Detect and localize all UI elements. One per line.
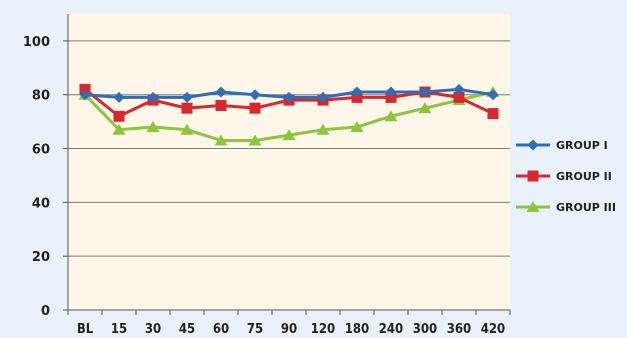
data-point (113, 110, 125, 122)
data-point (283, 91, 295, 103)
data-point (418, 102, 432, 114)
y-tick-label: 20 (32, 250, 50, 265)
data-point (453, 83, 465, 95)
data-point (181, 91, 193, 103)
y-tick-label: 80 (32, 89, 50, 104)
legend-label: GROUP II (556, 170, 612, 183)
y-tick-label: 40 (32, 196, 50, 211)
data-point (249, 89, 261, 101)
data-point (316, 123, 330, 135)
y-tick-label: 0 (41, 304, 50, 319)
legend-label: GROUP III (556, 201, 616, 214)
x-tick-label: 30 (145, 322, 161, 337)
data-point (146, 121, 160, 133)
legend-entry: GROUP II (516, 170, 612, 183)
x-tick-label: 15 (111, 322, 127, 337)
data-point (350, 121, 364, 133)
data-point (249, 102, 261, 114)
legend-label: GROUP I (556, 139, 608, 152)
data-point (419, 86, 431, 98)
x-tick-labels: BL 15 30 45 60 75 90 120 180 240 300 360 420 (77, 322, 505, 337)
x-tick-label: 75 (247, 322, 263, 337)
legend-entry: GROUP I (516, 139, 608, 152)
data-point (147, 91, 159, 103)
legend-marker (527, 170, 539, 182)
series-lines (78, 83, 500, 146)
x-tick-label: 90 (281, 322, 297, 337)
x-tick-label: 180 (345, 322, 369, 337)
data-point (453, 91, 465, 103)
data-point (351, 86, 363, 98)
data-point (215, 86, 227, 98)
axes (67, 14, 511, 315)
x-tick-label: 360 (447, 322, 471, 337)
data-point (181, 102, 193, 114)
data-point (215, 99, 227, 111)
x-tick-label: 420 (481, 322, 505, 337)
x-tick-label: 120 (311, 322, 335, 337)
legend: GROUP I GROUP II GROUP III (516, 139, 616, 214)
data-point (487, 108, 499, 120)
data-point (282, 129, 296, 141)
data-point (248, 134, 262, 146)
y-tick-label: 60 (32, 143, 50, 158)
y-tick-label: 100 (23, 35, 50, 50)
legend-marker (527, 139, 539, 151)
x-tick-label: BL (77, 322, 94, 337)
y-tick-labels: 0 20 40 60 80 100 (23, 35, 50, 319)
gridlines (63, 40, 510, 311)
x-tick-label: 45 (179, 322, 195, 337)
plot-area (68, 14, 510, 310)
x-tick-label: 240 (379, 322, 403, 337)
data-point (112, 123, 126, 135)
data-point (487, 89, 499, 101)
data-point (385, 86, 397, 98)
x-tick-label: 60 (213, 322, 229, 337)
data-point (113, 91, 125, 103)
data-point (180, 123, 194, 135)
legend-entry: GROUP III (516, 201, 616, 214)
data-point (384, 110, 398, 122)
data-point (79, 89, 91, 101)
data-point (317, 91, 329, 103)
x-tick-label: 300 (413, 322, 437, 337)
series-group-i (79, 83, 499, 103)
data-point (214, 134, 228, 146)
legend-marker (526, 201, 540, 212)
